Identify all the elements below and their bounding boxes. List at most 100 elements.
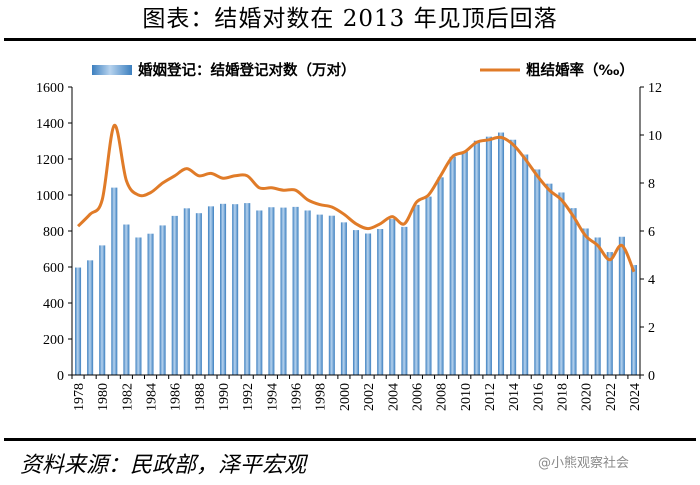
x-label-1986: 1986 — [169, 383, 184, 411]
y-right-label-4: 4 — [648, 273, 655, 288]
bar-1985 — [159, 225, 166, 375]
bar-1988 — [195, 213, 202, 375]
title-divider — [4, 38, 696, 41]
legend-swatch-bar — [92, 65, 132, 75]
x-label-2010: 2010 — [459, 383, 474, 411]
y-left-label-600: 600 — [43, 261, 64, 276]
bar-1998 — [316, 214, 323, 375]
x-label-1984: 1984 — [145, 383, 160, 411]
marriage-chart: 婚姻登记：结婚登记对数（万对） 粗结婚率（‰） 02004006008001000… — [36, 61, 662, 411]
line-series — [76, 123, 636, 273]
y-right-label-6: 6 — [648, 225, 655, 240]
source-note: 资料来源：民政部，泽平宏观 — [20, 453, 307, 478]
x-label-1982: 1982 — [120, 383, 135, 411]
x-label-1992: 1992 — [241, 383, 256, 411]
bar-1978 — [75, 267, 82, 375]
y-left-label-1200: 1200 — [36, 153, 64, 168]
bar-2016 — [534, 169, 541, 375]
y-left-label-1400: 1400 — [36, 117, 64, 132]
y-left-label-200: 200 — [43, 333, 64, 348]
y-left-label-400: 400 — [43, 297, 64, 312]
bar-1997 — [304, 210, 311, 375]
bar-2015 — [522, 154, 529, 375]
x-label-1996: 1996 — [290, 383, 305, 411]
bar-1995 — [280, 207, 287, 375]
x-label-1994: 1994 — [265, 383, 280, 411]
y-right-label-12: 12 — [648, 81, 662, 96]
x-label-1980: 1980 — [96, 383, 111, 411]
bar-2007 — [425, 196, 432, 375]
watermark-text: @小熊观察社会 — [538, 456, 630, 471]
bar-1982 — [123, 224, 130, 375]
x-label-2016: 2016 — [531, 383, 546, 411]
x-label-1978: 1978 — [72, 383, 87, 411]
bar-1984 — [147, 233, 154, 375]
bar-1989 — [207, 206, 214, 375]
bar-2018 — [558, 192, 565, 375]
bar-1980 — [99, 245, 106, 375]
bar-1991 — [232, 204, 239, 375]
bar-1994 — [268, 207, 275, 375]
y-right-label-8: 8 — [648, 177, 655, 192]
x-label-2020: 2020 — [580, 383, 595, 411]
bar-2000 — [340, 222, 347, 375]
bar-2008 — [437, 177, 444, 375]
bar-2009 — [449, 156, 456, 375]
bar-2019 — [570, 208, 577, 375]
x-label-1988: 1988 — [193, 383, 208, 411]
y-left-label-800: 800 — [43, 225, 64, 240]
y-right-label-10: 10 — [648, 129, 662, 144]
y-right-label-0: 0 — [648, 369, 655, 384]
x-label-2014: 2014 — [507, 383, 522, 411]
bar-1986 — [171, 215, 178, 375]
bar-2012 — [485, 136, 492, 375]
bar-1999 — [328, 215, 335, 375]
bar-2017 — [546, 183, 553, 375]
chart-legend: 婚姻登记：结婚登记对数（万对） 粗结婚率（‰） — [92, 61, 634, 79]
bar-2010 — [461, 151, 468, 375]
bar-2022 — [606, 252, 613, 375]
x-label-2004: 2004 — [386, 383, 401, 411]
bar-1990 — [220, 203, 227, 375]
x-label-1990: 1990 — [217, 383, 232, 411]
bar-1987 — [183, 208, 190, 375]
bar-1983 — [135, 237, 142, 375]
x-label-2002: 2002 — [362, 383, 377, 411]
source-divider — [4, 438, 696, 441]
bar-2002 — [365, 233, 372, 375]
bar-1992 — [244, 203, 251, 375]
bar-2004 — [389, 218, 396, 375]
bar-2024 — [630, 265, 637, 375]
bar-2006 — [413, 204, 420, 375]
x-label-2006: 2006 — [410, 383, 425, 411]
x-label-2022: 2022 — [604, 383, 619, 411]
bar-2021 — [594, 237, 601, 375]
bar-2001 — [352, 230, 360, 375]
x-label-2024: 2024 — [628, 383, 643, 411]
chart-axes: 0 200 400 600 800 1000 1200 1400 1600 0 2 4 6 8 10 12 19… — [36, 81, 662, 411]
bar-2005 — [401, 226, 408, 375]
bar-2013 — [498, 132, 505, 375]
y-right-label-2: 2 — [648, 321, 655, 336]
x-label-2018: 2018 — [555, 383, 570, 411]
x-label-1998: 1998 — [314, 383, 329, 411]
bar-2023 — [618, 236, 625, 375]
bar-1996 — [292, 206, 299, 375]
y-left-label-1600: 1600 — [36, 81, 64, 96]
y-left-label-1000: 1000 — [36, 189, 64, 204]
legend-label-line: 粗结婚率（‰） — [526, 61, 634, 79]
bar-2014 — [510, 139, 517, 375]
x-label-2012: 2012 — [483, 383, 498, 411]
marriage-rate-line — [76, 123, 636, 273]
page-title: 图表：结婚对数在 2013 年见顶后回落 — [142, 6, 558, 32]
bar-2011 — [473, 140, 480, 375]
bar-1981 — [111, 187, 118, 375]
x-label-2000: 2000 — [338, 383, 353, 411]
y-left-label-0: 0 — [57, 369, 64, 384]
x-label-2008: 2008 — [435, 383, 450, 411]
bar-1993 — [256, 210, 263, 375]
bar-2003 — [377, 229, 384, 375]
bar-1979 — [87, 260, 94, 375]
legend-label-bar: 婚姻登记：结婚登记对数（万对） — [138, 61, 356, 79]
bar-series — [75, 132, 637, 375]
